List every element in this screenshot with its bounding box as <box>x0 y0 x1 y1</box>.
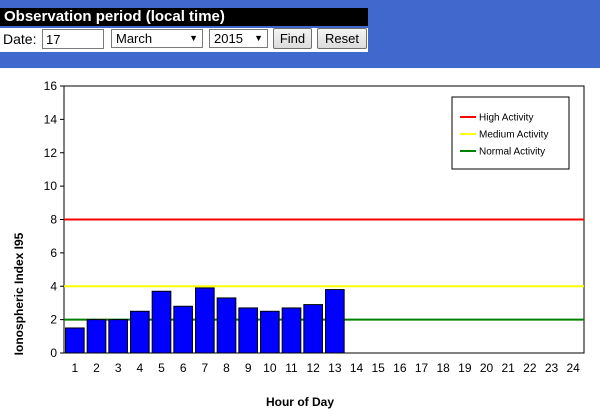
legend-label: Normal Activity <box>479 147 545 158</box>
y-tick-label: 4 <box>50 279 57 293</box>
bar-hour-4 <box>130 310 150 354</box>
x-axis: 1 2 3 4 5 6 7 8 9 10 11 12 13 14 15 16 17 18 19 20 21 22 23 24 <box>71 361 580 375</box>
date-label: Date: <box>3 31 37 47</box>
y-tick-label: 12 <box>44 146 58 160</box>
x-tick-label: 7 <box>201 361 208 375</box>
y-tick-label: 10 <box>44 179 58 193</box>
chevron-down-icon: ▼ <box>254 33 263 43</box>
x-tick-label: 11 <box>285 361 298 375</box>
y-tick-label: 6 <box>50 246 57 260</box>
date-controls: Date: March ▼ 2015 ▼ Find Reset <box>0 28 368 52</box>
reset-button[interactable]: Reset <box>317 28 367 49</box>
x-tick-label: 20 <box>480 361 494 375</box>
x-tick-label: 15 <box>371 361 385 375</box>
x-tick-label: 5 <box>158 361 165 375</box>
bar-hour-10 <box>260 310 280 354</box>
x-tick-label: 13 <box>328 361 342 375</box>
y-tick-label: 0 <box>50 346 57 360</box>
y-tick-label: 14 <box>44 112 58 126</box>
x-tick-label: 22 <box>523 361 537 375</box>
x-tick-label: 9 <box>245 361 252 375</box>
bar-hour-11 <box>281 307 302 354</box>
header-bar: Observation period (local time) Date: Ma… <box>0 0 600 68</box>
x-tick-label: 23 <box>545 361 559 375</box>
x-axis-label: Hour of Day <box>266 395 334 409</box>
y-tick-label: 2 <box>50 313 57 327</box>
year-select[interactable]: 2015 ▼ <box>209 29 268 48</box>
y-tick-label: 8 <box>50 213 57 227</box>
month-select[interactable]: March ▼ <box>111 29 203 48</box>
x-tick-label: 12 <box>306 361 320 375</box>
bar-hour-13 <box>325 289 345 354</box>
bar-hour-12 <box>303 304 324 354</box>
x-tick-label: 18 <box>436 361 450 375</box>
x-tick-label: 1 <box>71 361 78 375</box>
x-tick-label: 21 <box>501 361 515 375</box>
chevron-down-icon: ▼ <box>189 33 198 43</box>
x-tick-label: 6 <box>180 361 187 375</box>
x-tick-label: 2 <box>93 361 100 375</box>
legend: High Activity Medium Activity Normal Activ… <box>451 96 570 170</box>
bar-hour-5 <box>151 290 172 354</box>
year-select-value: 2015 <box>214 31 243 46</box>
x-tick-label: 4 <box>136 361 143 375</box>
y-tick-label: 16 <box>44 79 58 93</box>
legend-label: High Activity <box>479 113 533 124</box>
month-select-value: March <box>116 31 153 46</box>
x-tick-label: 17 <box>415 361 429 375</box>
threshold-lines <box>64 218 584 321</box>
x-tick-label: 3 <box>115 361 122 375</box>
legend-label: Medium Activity <box>479 130 548 141</box>
bar-hour-9 <box>238 307 258 354</box>
bar-hour-8 <box>216 297 237 354</box>
x-tick-label: 14 <box>350 361 364 375</box>
bar-hour-3 <box>108 319 129 354</box>
x-tick-label: 19 <box>458 361 472 375</box>
x-tick-label: 8 <box>223 361 230 375</box>
bar-hour-6 <box>173 305 193 354</box>
observation-period-title: Observation period (local time) <box>0 8 368 26</box>
x-tick-label: 16 <box>393 361 407 375</box>
y-axis-label: Ionospheric Index I95 <box>12 232 26 355</box>
bars <box>65 287 345 354</box>
x-tick-label: 24 <box>566 361 580 375</box>
bar-hour-7 <box>195 287 215 354</box>
bar-hour-1 <box>65 327 85 354</box>
day-input[interactable] <box>42 29 104 49</box>
find-button[interactable]: Find <box>273 28 312 49</box>
y-axis: 0 2 4 6 8 10 12 14 16 <box>44 79 64 360</box>
bar-hour-2 <box>86 319 107 354</box>
x-tick-label: 10 <box>263 361 277 375</box>
